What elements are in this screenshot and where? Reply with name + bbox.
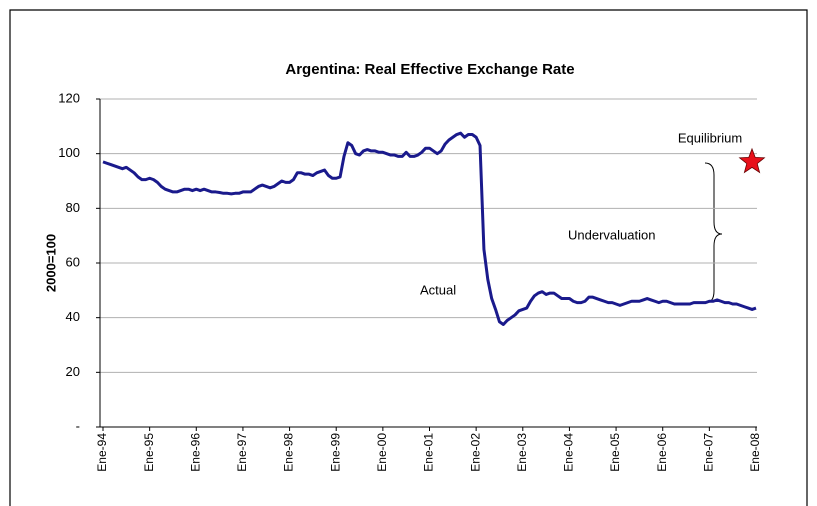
x-tick-label: Ene-05 [608, 433, 622, 472]
y-tick-label: - [76, 418, 80, 433]
x-tick-label: Ene-98 [282, 433, 296, 472]
annotation: Undervaluation [568, 227, 655, 242]
y-tick-label: 120 [58, 90, 80, 105]
y-axis-label: 2000=100 [43, 234, 58, 292]
chart-frame [9, 9, 808, 506]
x-tick-label: Ene-04 [562, 433, 576, 472]
x-tick-label: Ene-00 [375, 433, 389, 472]
series-label: Actual [420, 282, 456, 297]
chart-title: Argentina: Real Effective Exchange Rate [285, 61, 574, 78]
x-tick-label: Ene-94 [95, 433, 109, 472]
x-tick-label: Ene-02 [468, 433, 482, 472]
x-tick-label: Ene-08 [748, 433, 762, 472]
x-tick-label: Ene-06 [655, 433, 669, 472]
y-tick-label: 100 [58, 145, 80, 160]
y-tick-label: 40 [66, 309, 80, 324]
x-tick-label: Ene-01 [422, 433, 436, 472]
equilibrium-star [738, 147, 766, 174]
x-tick-label: Ene-97 [235, 433, 249, 472]
x-tick-label: Ene-07 [702, 433, 716, 472]
brace [704, 162, 723, 304]
y-tick-label: 80 [66, 200, 80, 215]
equilibrium-label: Equilibrium [678, 130, 742, 145]
x-tick-label: Ene-99 [328, 433, 342, 472]
x-tick-label: Ene-03 [515, 433, 529, 472]
y-tick-label: 60 [66, 254, 80, 269]
x-tick-label: Ene-96 [188, 433, 202, 472]
series-line [102, 131, 757, 326]
x-tick-label: Ene-95 [142, 433, 156, 472]
y-tick-label: 20 [66, 364, 80, 379]
